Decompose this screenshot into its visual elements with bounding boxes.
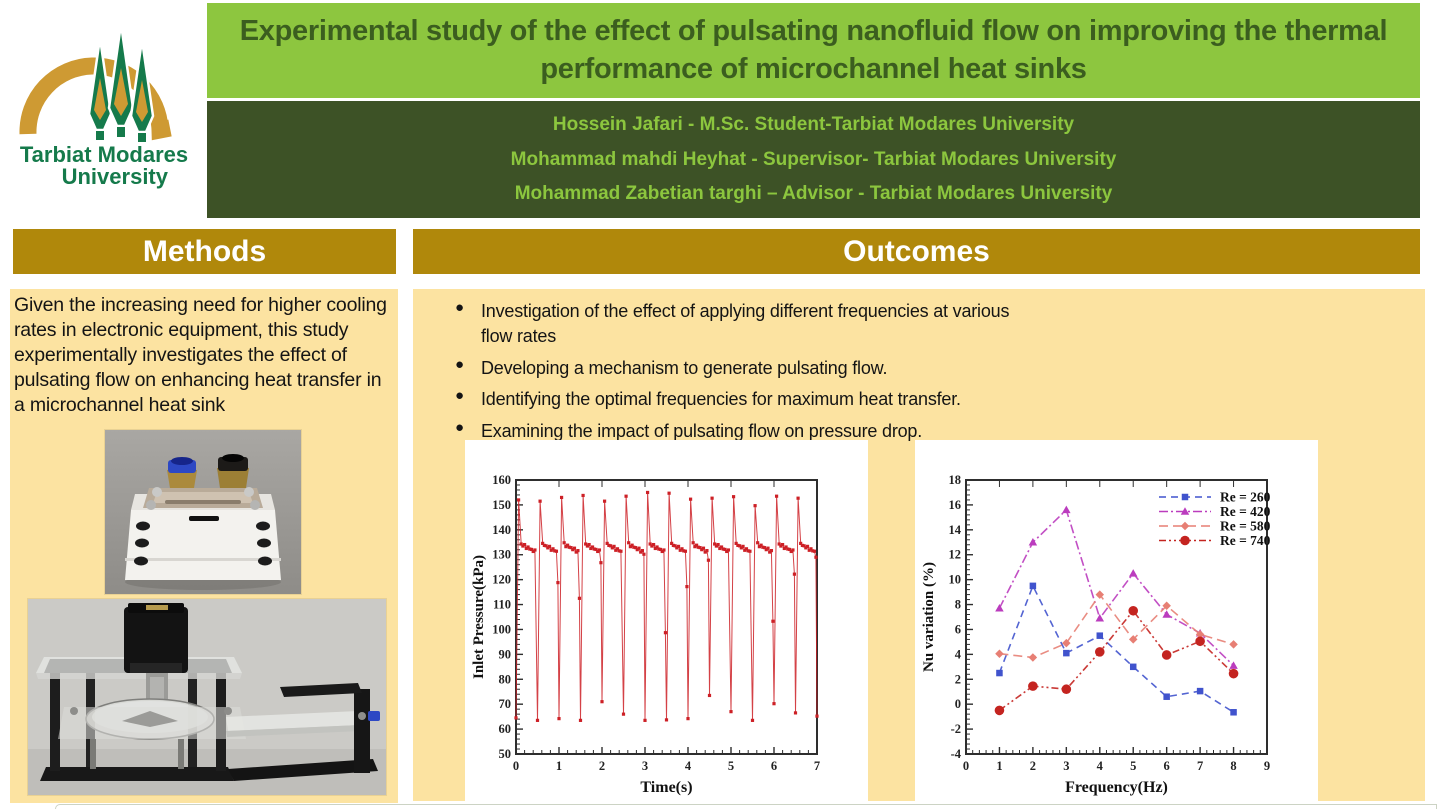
- bullet-icon: ●: [455, 355, 464, 373]
- methods-panel: Given the increasing need for higher coo…: [10, 289, 398, 803]
- svg-text:6: 6: [771, 759, 777, 773]
- svg-text:9: 9: [1264, 759, 1270, 773]
- svg-text:2: 2: [955, 672, 961, 686]
- microchannel-heat-sink-photo: [105, 430, 301, 594]
- svg-text:110: 110: [493, 598, 511, 612]
- svg-text:Frequency(Hz): Frequency(Hz): [1065, 779, 1168, 796]
- svg-text:Re = 740: Re = 740: [1220, 533, 1271, 548]
- svg-text:Inlet Pressure(kPa): Inlet Pressure(kPa): [471, 555, 487, 679]
- authors-band: Hossein Jafari - M.Sc. Student-Tarbiat M…: [207, 101, 1420, 218]
- outcomes-list: ● Investigation of the effect of applying…: [453, 299, 1033, 451]
- svg-text:6: 6: [955, 622, 961, 636]
- svg-text:2: 2: [599, 759, 605, 773]
- svg-text:Re = 420: Re = 420: [1220, 504, 1271, 519]
- pulsating-flow-mechanism-photo: [28, 599, 386, 795]
- svg-text:130: 130: [492, 548, 511, 562]
- list-item: ● Examining the impact of pulsating flow …: [453, 419, 1011, 444]
- list-item: ● Developing a mechanism to generate puls…: [453, 356, 1011, 381]
- svg-text:0: 0: [513, 759, 519, 773]
- svg-text:0: 0: [963, 759, 969, 773]
- svg-text:90: 90: [499, 647, 512, 661]
- svg-text:3: 3: [642, 759, 648, 773]
- svg-text:150: 150: [492, 498, 511, 512]
- tarbiat-modares-logo-icon: Tarbiat Modares University: [19, 23, 188, 189]
- svg-text:1: 1: [996, 759, 1002, 773]
- svg-text:16: 16: [949, 498, 962, 512]
- cypress-trees-icon: [87, 23, 155, 144]
- inlet-pressure-chart: 0 1 2 3 4 5 6 7 50 60 70 80 90 100 110 120 130 140 150 160 T…: [465, 440, 868, 801]
- outcomes-section-header: Outcomes: [413, 229, 1420, 274]
- svg-text:14: 14: [949, 523, 962, 537]
- svg-text:1: 1: [556, 759, 562, 773]
- author-line: Hossein Jafari - M.Sc. Student-Tarbiat M…: [552, 113, 1075, 135]
- author-line: Mohammad Zabetian targhi – Advisor - Tar…: [514, 183, 1113, 205]
- svg-text:70: 70: [499, 697, 512, 711]
- bullet-icon: ●: [455, 299, 464, 316]
- svg-text:10: 10: [949, 573, 962, 587]
- svg-text:100: 100: [492, 622, 511, 636]
- list-item: ● Investigation of the effect of applying…: [453, 299, 1011, 349]
- next-section-top-edge: [55, 804, 1437, 809]
- svg-text:5: 5: [1130, 759, 1136, 773]
- svg-text:3: 3: [1063, 759, 1069, 773]
- bullet-text: Identifying the optimal frequencies for …: [481, 389, 961, 410]
- black-fitting-icon: [217, 454, 249, 488]
- svg-text:Re = 580: Re = 580: [1220, 519, 1271, 534]
- svg-text:0: 0: [955, 697, 961, 711]
- svg-text:50: 50: [499, 747, 512, 761]
- svg-text:Nu variation (%): Nu variation (%): [921, 562, 937, 672]
- svg-text:160: 160: [492, 473, 511, 487]
- outcomes-panel: ● Investigation of the effect of applying…: [413, 289, 1425, 801]
- svg-text:Time(s): Time(s): [640, 779, 692, 796]
- svg-text:140: 140: [492, 523, 511, 537]
- svg-text:4: 4: [685, 759, 692, 773]
- svg-text:80: 80: [499, 672, 512, 686]
- svg-text:7: 7: [1197, 759, 1203, 773]
- svg-text:6: 6: [1164, 759, 1170, 773]
- methods-body-text: Given the increasing need for higher coo…: [14, 294, 387, 416]
- svg-text:8: 8: [1230, 759, 1236, 773]
- logo-org-line1: Tarbiat Modares: [20, 142, 188, 167]
- blue-channel-fitting-icon: [368, 711, 380, 721]
- svg-text:4: 4: [1097, 759, 1104, 773]
- author-line: Mohammad mahdi Heyhat - Supervisor- Tarb…: [510, 148, 1117, 170]
- poster-title: Experimental study of the effect of puls…: [207, 3, 1420, 98]
- methods-section-header: Methods: [13, 229, 396, 274]
- bullet-text: Developing a mechanism to generate pulsa…: [481, 357, 888, 378]
- logo-org-line2: University: [62, 164, 169, 189]
- nu-variation-chart: 0 1 2 3 4 5 6 7 8 9 -4 -2 0 2 4 6 8 10 12 14 16 18 Frequency(H…: [915, 440, 1318, 801]
- svg-text:-4: -4: [951, 747, 962, 761]
- university-logo: Tarbiat Modares University: [0, 0, 207, 226]
- blue-fitting-icon: [167, 457, 197, 488]
- svg-text:5: 5: [728, 759, 734, 773]
- bullet-text: Investigation of the effect of applying …: [481, 301, 1010, 346]
- svg-text:12: 12: [949, 548, 962, 562]
- bullet-icon: ●: [455, 419, 464, 437]
- svg-text:2: 2: [1030, 759, 1036, 773]
- svg-text:18: 18: [949, 473, 962, 487]
- svg-text:8: 8: [955, 598, 961, 612]
- svg-text:Re = 260: Re = 260: [1220, 490, 1271, 505]
- svg-text:-2: -2: [951, 722, 961, 736]
- svg-text:7: 7: [814, 759, 820, 773]
- svg-text:60: 60: [499, 722, 512, 736]
- bullet-icon: ●: [455, 387, 464, 405]
- svg-text:120: 120: [492, 573, 511, 587]
- svg-text:4: 4: [955, 647, 962, 661]
- bullet-text: Examining the impact of pulsating flow o…: [481, 421, 923, 442]
- list-item: ● Identifying the optimal frequencies for…: [453, 387, 1011, 412]
